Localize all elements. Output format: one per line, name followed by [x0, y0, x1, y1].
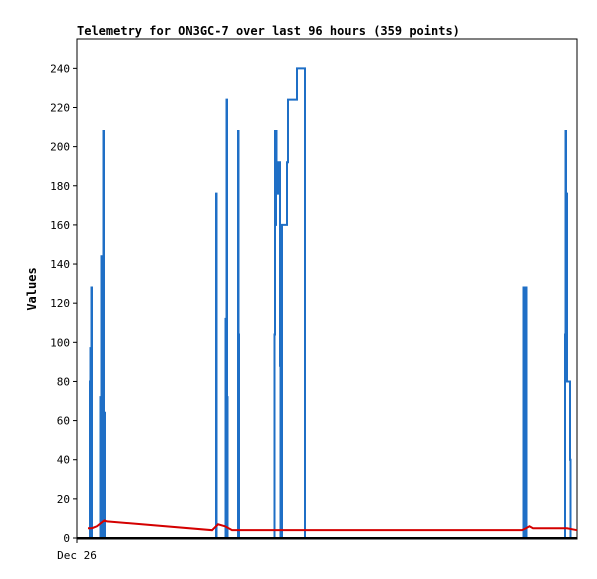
y-tick-label: 120: [50, 297, 70, 310]
plot-frame: [76, 38, 578, 540]
y-tick-label: 240: [50, 62, 70, 75]
series-layer: [77, 67, 578, 539]
y-axis: 0 20 40 60 80 100 120 140 160 180 200 220 240: [50, 62, 77, 545]
chart-title: Telemetry for ON3GC-7 over last 96 hours…: [77, 24, 460, 38]
y-tick-label: 80: [57, 375, 70, 388]
y-tick-label: 140: [50, 258, 70, 271]
y-tick-label: 100: [50, 336, 70, 349]
y-tick-label: 200: [50, 141, 70, 154]
x-axis: Dec 26: [57, 539, 97, 562]
series-line-1: [88, 519, 578, 532]
y-tick-label: 160: [50, 219, 70, 232]
y-tick-label: 0: [63, 532, 70, 545]
y-tick-label: 60: [57, 415, 70, 428]
y-tick-label: 40: [57, 454, 70, 467]
x-tick-label: Dec 26: [57, 549, 97, 562]
y-tick-label: 180: [50, 180, 70, 193]
y-axis-label: Values: [25, 267, 39, 310]
y-tick-label: 20: [57, 493, 70, 506]
y-tick-label: 220: [50, 101, 70, 114]
